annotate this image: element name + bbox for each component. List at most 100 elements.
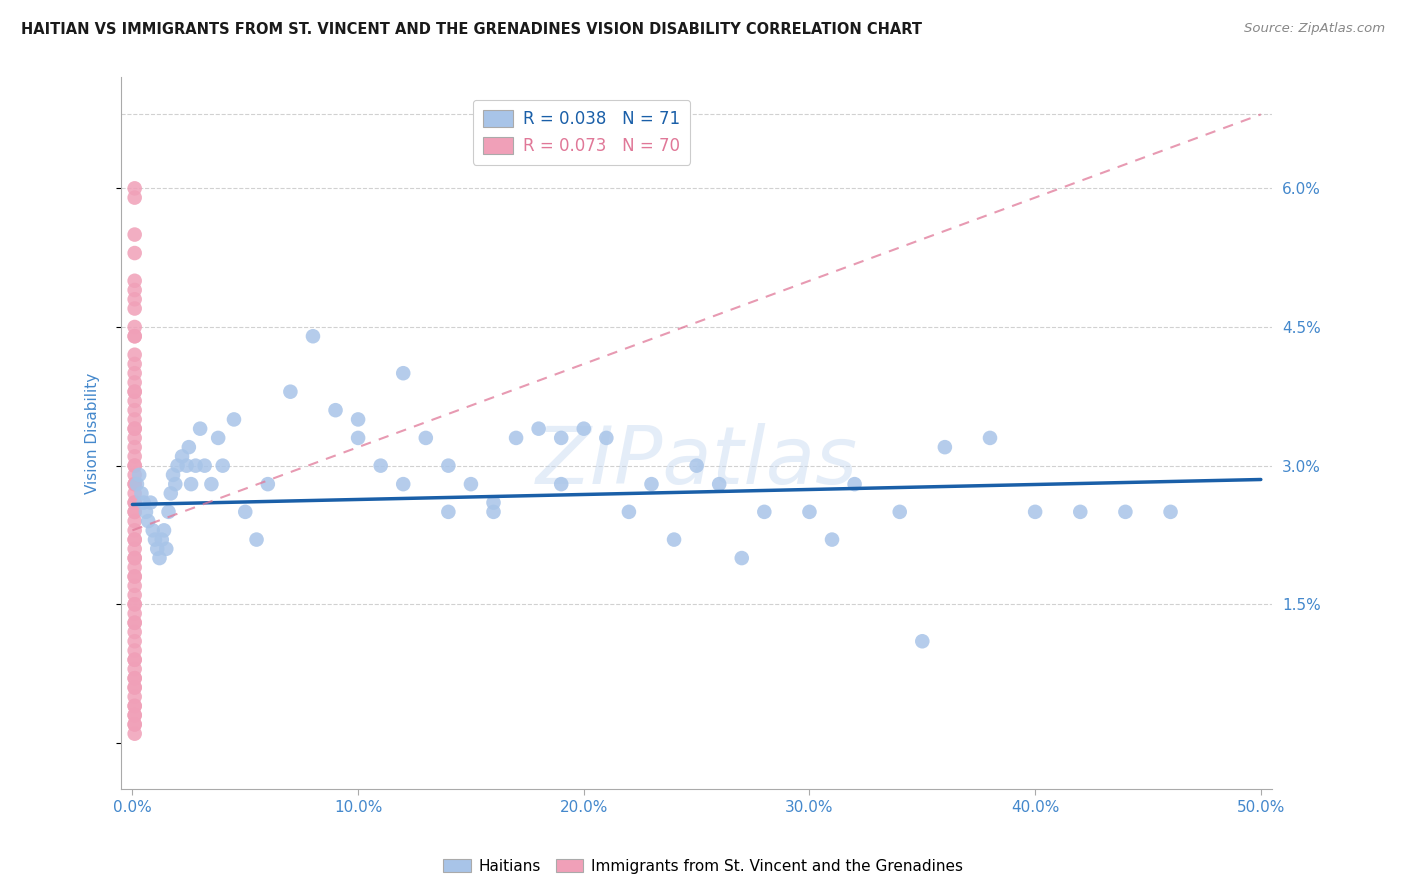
Point <box>124 458 146 473</box>
Point <box>124 301 146 316</box>
Point <box>184 458 207 473</box>
Point <box>124 643 146 657</box>
Point <box>132 495 155 509</box>
Point <box>550 477 572 491</box>
Point <box>153 524 176 538</box>
Y-axis label: Vision Disability: Vision Disability <box>86 373 100 494</box>
Point <box>124 357 146 371</box>
Point <box>124 615 146 630</box>
Point <box>170 450 193 464</box>
Point <box>124 384 146 399</box>
Point <box>124 467 146 482</box>
Point <box>124 597 146 611</box>
Point <box>124 541 146 556</box>
Point <box>124 329 146 343</box>
Point <box>527 422 550 436</box>
Text: Source: ZipAtlas.com: Source: ZipAtlas.com <box>1244 22 1385 36</box>
Point <box>844 477 866 491</box>
Point <box>245 533 267 547</box>
Point <box>162 467 184 482</box>
Point <box>124 615 146 630</box>
Point <box>124 403 146 417</box>
Point <box>124 458 146 473</box>
Point <box>124 653 146 667</box>
Point <box>124 727 146 741</box>
Point <box>124 191 146 205</box>
Point <box>176 458 198 473</box>
Point <box>889 505 911 519</box>
Point <box>124 505 146 519</box>
Point <box>392 477 415 491</box>
Point <box>124 283 146 297</box>
Point <box>595 431 617 445</box>
Point <box>124 662 146 676</box>
Point <box>347 431 370 445</box>
Point <box>124 524 146 538</box>
Point <box>460 477 482 491</box>
Point <box>799 505 821 519</box>
Point <box>124 588 146 602</box>
Point <box>124 376 146 390</box>
Point <box>124 671 146 685</box>
Point <box>754 505 776 519</box>
Point <box>392 366 415 380</box>
Point <box>124 505 146 519</box>
Point <box>617 505 640 519</box>
Point <box>124 477 146 491</box>
Point <box>211 458 233 473</box>
Point <box>124 569 146 583</box>
Point <box>124 698 146 713</box>
Point <box>124 671 146 685</box>
Point <box>124 708 146 723</box>
Point <box>280 384 302 399</box>
Text: HAITIAN VS IMMIGRANTS FROM ST. VINCENT AND THE GRENADINES VISION DISABILITY CORR: HAITIAN VS IMMIGRANTS FROM ST. VINCENT A… <box>21 22 922 37</box>
Point <box>146 541 169 556</box>
Point <box>640 477 662 491</box>
Text: ZIPatlas: ZIPatlas <box>536 423 858 500</box>
Point <box>124 681 146 695</box>
Point <box>124 495 146 509</box>
Point <box>159 486 181 500</box>
Point <box>124 551 146 566</box>
Point <box>124 393 146 408</box>
Point <box>124 486 146 500</box>
Point <box>709 477 731 491</box>
Point <box>125 477 148 491</box>
Point <box>124 320 146 334</box>
Point <box>188 422 211 436</box>
Point <box>124 533 146 547</box>
Point <box>180 477 202 491</box>
Point <box>911 634 934 648</box>
Point <box>124 274 146 288</box>
Point <box>437 505 460 519</box>
Point <box>148 551 170 566</box>
Point <box>177 440 200 454</box>
Point <box>347 412 370 426</box>
Point <box>124 366 146 380</box>
Point <box>124 708 146 723</box>
Point <box>124 533 146 547</box>
Point <box>370 458 392 473</box>
Point <box>482 495 505 509</box>
Point <box>124 560 146 574</box>
Point <box>302 329 325 343</box>
Point <box>124 607 146 621</box>
Point <box>124 698 146 713</box>
Point <box>415 431 437 445</box>
Point <box>1160 505 1182 519</box>
Point <box>124 597 146 611</box>
Point <box>166 458 188 473</box>
Point <box>124 412 146 426</box>
Point <box>124 181 146 195</box>
Point <box>124 431 146 445</box>
Point <box>124 717 146 731</box>
Point <box>124 422 146 436</box>
Point <box>325 403 347 417</box>
Point <box>124 450 146 464</box>
Point <box>155 541 177 556</box>
Point <box>124 634 146 648</box>
Point <box>124 551 146 566</box>
Point <box>1069 505 1091 519</box>
Point <box>200 477 222 491</box>
Point <box>124 717 146 731</box>
